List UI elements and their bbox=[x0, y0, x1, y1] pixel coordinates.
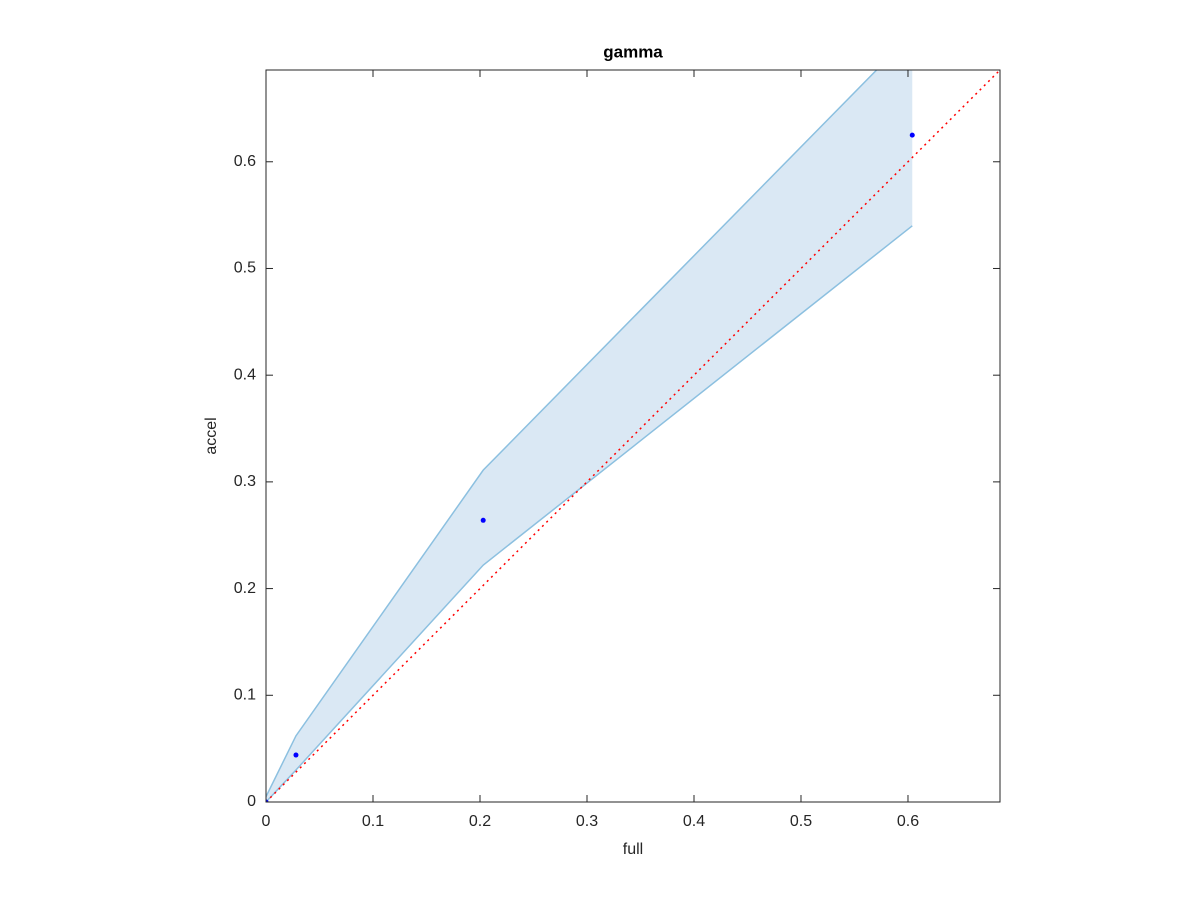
data-point bbox=[266, 799, 269, 802]
x-tick-label: 0.2 bbox=[469, 813, 491, 830]
plot-area bbox=[266, 70, 1000, 802]
data-point bbox=[480, 517, 486, 523]
chart-title: gamma bbox=[603, 42, 663, 61]
x-axis-label: full bbox=[623, 841, 643, 858]
y-tick-label: 0 bbox=[247, 793, 256, 810]
y-tick-label: 0.3 bbox=[234, 473, 256, 490]
data-point bbox=[909, 132, 915, 138]
x-tick-label: 0.5 bbox=[790, 813, 812, 830]
y-tick-label: 0.6 bbox=[234, 153, 256, 170]
y-tick-label: 0.4 bbox=[234, 366, 256, 383]
band-upper-edge bbox=[266, 70, 878, 797]
y-tick-label: 0.2 bbox=[234, 580, 256, 597]
y-tick-label: 0.1 bbox=[234, 687, 256, 704]
y-axis-label: accel bbox=[203, 417, 220, 454]
confidence-band bbox=[266, 70, 913, 802]
axes: 0 0.1 0.2 0.3 0.4 0.5 0.6 0 0.1 0.2 0.3 0.4 0.5 0.6 bbox=[234, 69, 1001, 830]
y-tick-label: 0.5 bbox=[234, 260, 256, 277]
x-tick-label: 0.4 bbox=[683, 813, 705, 830]
x-tick-label: 0.3 bbox=[576, 813, 598, 830]
plot-frame bbox=[265, 69, 1001, 803]
x-tick-label: 0 bbox=[262, 813, 271, 830]
x-tick-label: 0.6 bbox=[897, 813, 919, 830]
data-point bbox=[293, 752, 299, 758]
band-lower-edge bbox=[266, 225, 913, 802]
x-tick-label: 0.1 bbox=[362, 813, 384, 830]
